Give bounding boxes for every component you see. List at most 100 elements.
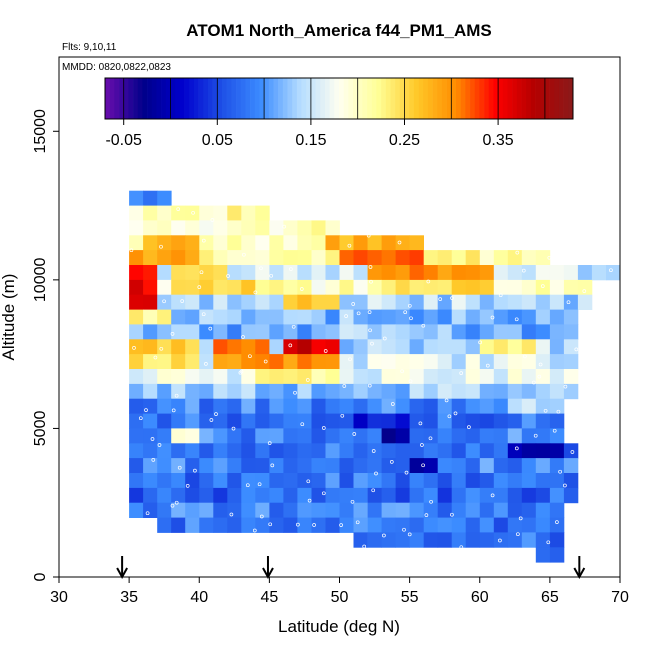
sample-point	[347, 243, 352, 248]
heatmap-cell	[465, 458, 481, 474]
colorbar-segment	[535, 78, 541, 119]
heatmap-cell	[199, 443, 214, 459]
heatmap-cell	[437, 413, 453, 429]
colorbar: -0.05 0.05 0.15 0.25 0.35	[104, 77, 574, 149]
heatmap-cell	[549, 369, 565, 385]
heatmap-cell	[185, 235, 200, 251]
heatmap-cell	[255, 428, 270, 444]
heatmap-cell	[395, 443, 410, 459]
heatmap-cell	[325, 220, 340, 236]
heatmap-cell	[437, 309, 453, 325]
heatmap-cell	[423, 383, 439, 400]
heatmap-cell	[227, 458, 242, 474]
heatmap-cell	[199, 487, 214, 504]
heatmap-cell	[381, 398, 396, 414]
sample-point	[239, 369, 244, 374]
heatmap-cell	[157, 279, 172, 296]
heatmap-cell	[521, 487, 537, 504]
heatmap-cell	[129, 383, 144, 400]
heatmap-cell	[185, 517, 200, 533]
heatmap-cell	[213, 354, 228, 370]
colorbar-segment	[554, 78, 560, 119]
heatmap-cell	[339, 443, 354, 459]
colorbar-segment	[418, 78, 424, 119]
heatmap-cell	[423, 354, 439, 370]
heatmap-cell	[325, 324, 340, 340]
heatmap-cell	[185, 250, 200, 266]
heatmap-cell	[437, 294, 453, 310]
heatmap-cell	[339, 487, 354, 504]
heatmap-cell	[423, 458, 439, 474]
heatmap-cell	[171, 517, 186, 533]
heatmap-cell	[283, 398, 298, 414]
colorbar-segment	[301, 78, 307, 119]
heatmap-cell	[325, 443, 340, 459]
heatmap-cell	[353, 487, 368, 504]
sample-point	[418, 421, 423, 426]
heatmap-cell	[577, 265, 593, 281]
heatmap-cell	[171, 324, 186, 340]
sample-point	[151, 458, 156, 462]
heatmap-cell	[143, 309, 158, 325]
heatmap-cell	[409, 324, 424, 340]
sample-point	[259, 514, 264, 519]
x-axis-label: Latitude (deg N)	[278, 617, 400, 636]
heatmap-cell	[409, 458, 424, 474]
sample-point	[556, 409, 561, 414]
sample-point	[459, 371, 464, 375]
heatmap-cell	[171, 279, 186, 296]
sample-point	[404, 470, 409, 475]
colorbar-frame	[104, 77, 574, 120]
sample-point	[245, 483, 250, 488]
heatmap-cell	[255, 279, 270, 296]
colorbar-segment	[310, 78, 316, 119]
heatmap-cell	[213, 413, 228, 429]
heatmap-cell	[171, 354, 186, 370]
heatmap-cell	[311, 383, 326, 400]
heatmap-cell	[311, 220, 326, 236]
heatmap-cell	[185, 443, 200, 459]
heatmap-cell	[311, 265, 326, 281]
heatmap-cell	[451, 279, 467, 296]
heatmap-cell	[255, 517, 270, 533]
heatmap-cell	[409, 235, 424, 251]
colorbar-segment	[207, 78, 213, 119]
heatmap-cell	[507, 458, 523, 474]
heatmap-cell	[437, 369, 453, 385]
heatmap-cell	[255, 502, 270, 518]
x-tick-label: 55	[401, 589, 419, 606]
colorbar-segment	[423, 78, 429, 119]
heatmap-cell	[199, 502, 214, 518]
x-tick-label: 40	[190, 589, 208, 606]
heatmap-cell	[563, 279, 579, 296]
heatmap-cell	[129, 324, 144, 340]
colorbar-segment	[470, 78, 476, 119]
heatmap-cell	[367, 398, 382, 414]
heatmap-cell	[409, 354, 424, 370]
sample-point	[362, 544, 367, 549]
sample-point	[447, 414, 452, 419]
heatmap-cell	[297, 428, 312, 444]
heatmap-cell	[353, 458, 368, 474]
heatmap-cell	[521, 265, 537, 281]
heatmap-cell	[325, 369, 340, 385]
sample-point	[407, 532, 412, 537]
heatmap-cell	[143, 383, 158, 400]
colorbar-segment	[156, 78, 162, 119]
sample-point	[157, 443, 162, 447]
heatmap-cell	[437, 473, 453, 489]
heatmap-cell	[339, 398, 354, 414]
heatmap-cell	[367, 473, 382, 489]
colorbar-segment	[409, 78, 415, 119]
heatmap-cell	[339, 458, 354, 474]
sample-point	[159, 244, 163, 249]
sample-point	[209, 418, 214, 422]
colorbar-segment	[493, 78, 499, 119]
heatmap-cell	[311, 487, 326, 504]
heatmap-cell	[269, 339, 284, 355]
heatmap-cell	[493, 250, 509, 266]
heatmap-cell	[409, 369, 424, 385]
heatmap-cell	[185, 309, 200, 325]
heatmap-cell	[395, 532, 410, 548]
heatmap-cell	[507, 517, 523, 533]
